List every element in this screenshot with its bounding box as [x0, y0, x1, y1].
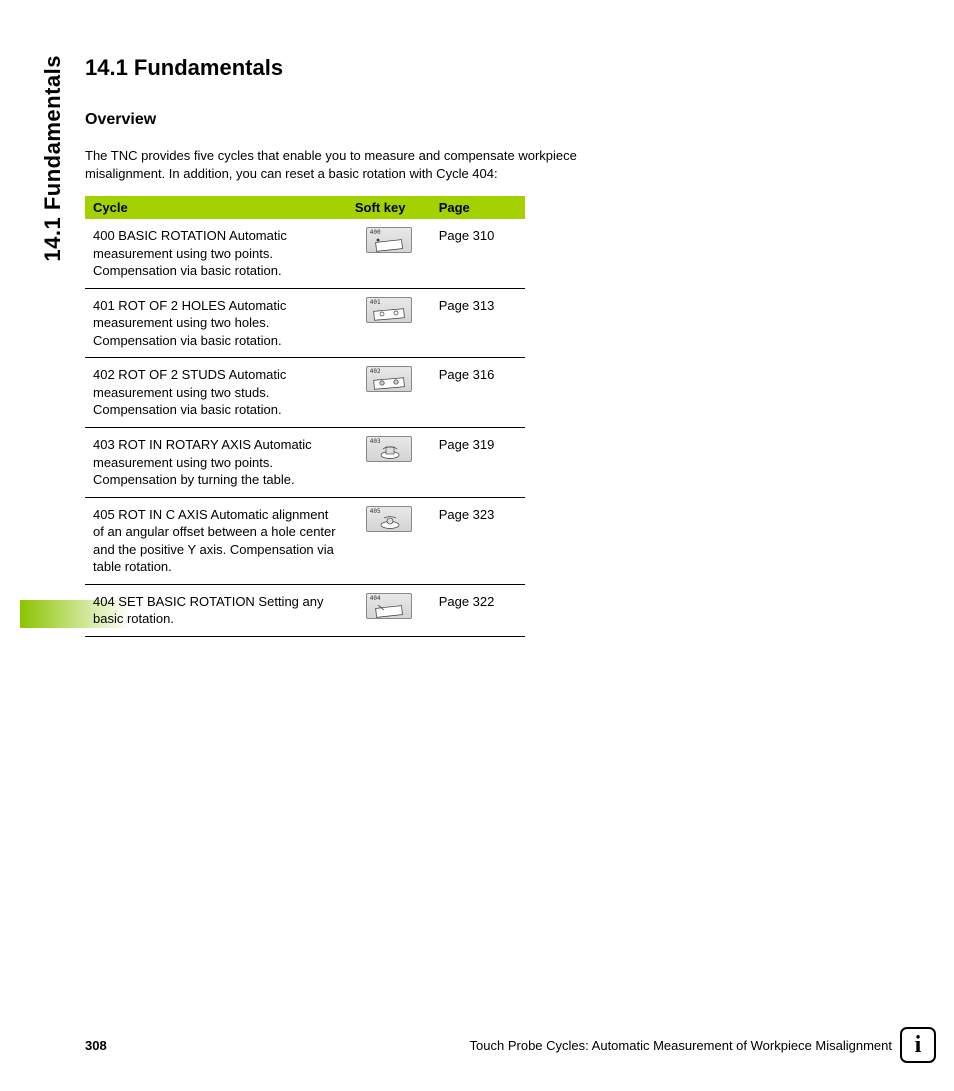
softkey-cell: 402 [347, 358, 431, 428]
page-heading: 14.1 Fundamentals [85, 55, 585, 81]
side-tab-label: 14.1 Fundamentals [40, 55, 66, 262]
softkey-cell: 401 [347, 288, 431, 358]
col-page: Page [431, 196, 525, 219]
table-row: 400 BASIC ROTATION Automatic measurement… [85, 219, 525, 288]
softkey-cell: 405 [347, 497, 431, 584]
table-row: 401 ROT OF 2 HOLES Automatic measurement… [85, 288, 525, 358]
cycle-cell: 402 ROT OF 2 STUDS Automatic measurement… [85, 358, 347, 428]
softkey-icon[interactable]: 404 [366, 593, 412, 619]
table-row: 404 SET BASIC ROTATION Setting any basic… [85, 584, 525, 636]
softkey-icon[interactable]: 400 [366, 227, 412, 253]
softkey-cell: 404 [347, 584, 431, 636]
info-icon: i [900, 1027, 936, 1063]
cycle-cell: 404 SET BASIC ROTATION Setting any basic… [85, 584, 347, 636]
table-row: 405 ROT IN C AXIS Automatic alignment of… [85, 497, 525, 584]
page-footer: 308 Touch Probe Cycles: Automatic Measur… [85, 1038, 892, 1053]
page-cell: Page 319 [431, 428, 525, 498]
cycle-cell: 401 ROT OF 2 HOLES Automatic measurement… [85, 288, 347, 358]
softkey-cell: 403 [347, 428, 431, 498]
page-cell: Page 316 [431, 358, 525, 428]
chapter-title: Touch Probe Cycles: Automatic Measuremen… [470, 1038, 892, 1053]
softkey-icon[interactable]: 402 [366, 366, 412, 392]
section-subheading: Overview [85, 111, 585, 129]
page-cell: Page 323 [431, 497, 525, 584]
table-row: 403 ROT IN ROTARY AXIS Automatic measure… [85, 428, 525, 498]
col-softkey: Soft key [347, 196, 431, 219]
cycle-cell: 400 BASIC ROTATION Automatic measurement… [85, 219, 347, 288]
softkey-icon[interactable]: 403 [366, 436, 412, 462]
softkey-icon[interactable]: 405 [366, 506, 412, 532]
intro-paragraph: The TNC provides five cycles that enable… [85, 147, 585, 182]
page-cell: Page 310 [431, 219, 525, 288]
main-content: 14.1 Fundamentals Overview The TNC provi… [85, 55, 585, 637]
col-cycle: Cycle [85, 196, 347, 219]
softkey-cell: 400 [347, 219, 431, 288]
page-cell: Page 322 [431, 584, 525, 636]
table-header-row: Cycle Soft key Page [85, 196, 525, 219]
cycle-cell: 405 ROT IN C AXIS Automatic alignment of… [85, 497, 347, 584]
table-row: 402 ROT OF 2 STUDS Automatic measurement… [85, 358, 525, 428]
page-cell: Page 313 [431, 288, 525, 358]
cycle-cell: 403 ROT IN ROTARY AXIS Automatic measure… [85, 428, 347, 498]
page-number: 308 [85, 1038, 107, 1053]
softkey-icon[interactable]: 401 [366, 297, 412, 323]
cycles-table: Cycle Soft key Page 400 BASIC ROTATION A… [85, 196, 525, 637]
